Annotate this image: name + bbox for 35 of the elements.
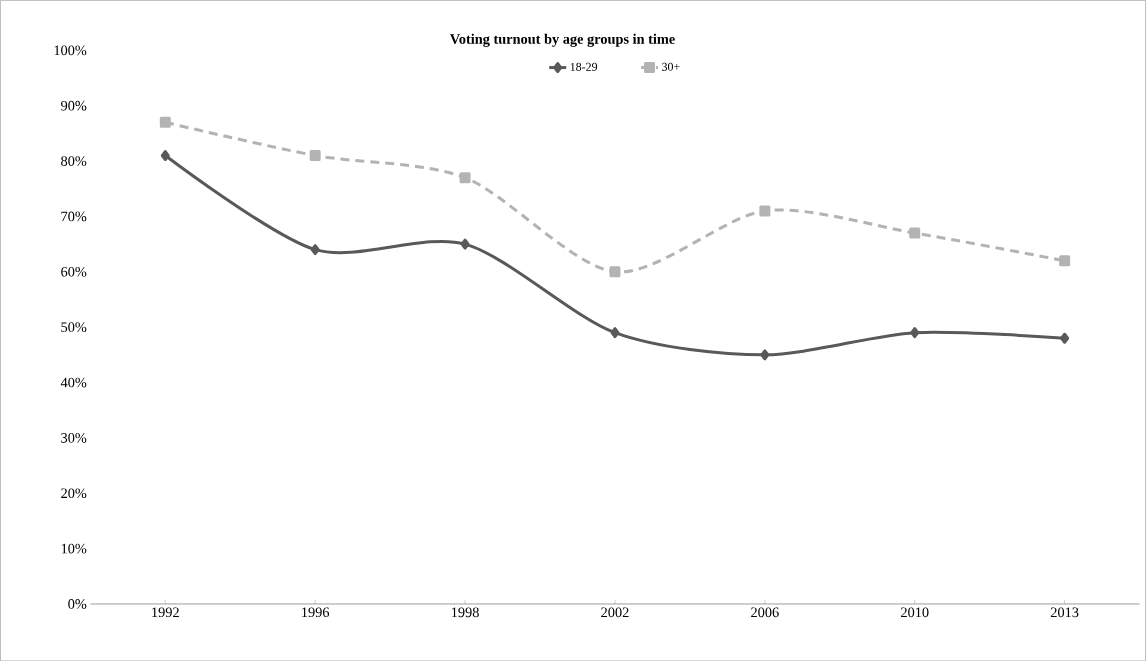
- y-tick-label: 50%: [61, 322, 87, 332]
- y-tick-label: 20%: [61, 488, 87, 498]
- x-tick-label: 2013: [1050, 607, 1079, 618]
- chart-title: Voting turnout by age groups in time: [449, 33, 675, 47]
- point: [760, 349, 770, 361]
- point: [309, 149, 321, 161]
- y-tick-label: 100%: [54, 45, 87, 56]
- point: [909, 227, 921, 239]
- y-tick-label: 10%: [61, 543, 87, 554]
- y-tick-label: 40%: [60, 377, 87, 388]
- x-tick-label: 2002: [601, 607, 629, 618]
- y-tick-label: 80%: [61, 156, 87, 166]
- y-tick-label: 0%: [68, 598, 87, 609]
- point: [459, 172, 471, 184]
- legend-label: 30+: [662, 62, 680, 71]
- x-tick-label: 2006: [751, 607, 779, 618]
- y-tick-label: 70%: [61, 211, 87, 222]
- point: [310, 244, 320, 255]
- point: [910, 327, 920, 339]
- y-tick-label: 60%: [61, 266, 87, 277]
- x-tick-label: 2010: [901, 607, 929, 618]
- y-tick-label: 30%: [61, 432, 87, 443]
- point: [610, 327, 620, 339]
- x-tick-label: 1998: [452, 607, 479, 618]
- y-tick-label: 90%: [61, 100, 87, 111]
- point: [160, 149, 170, 161]
- point: [1059, 255, 1071, 267]
- point: [159, 116, 171, 128]
- point: [460, 238, 470, 250]
- x-tick-label: 1992: [152, 607, 179, 617]
- x-tick-label: 1996: [302, 607, 330, 617]
- point: [1060, 332, 1070, 344]
- point: [609, 266, 621, 278]
- legend-label: 18-29: [570, 62, 598, 71]
- point: [759, 205, 771, 217]
